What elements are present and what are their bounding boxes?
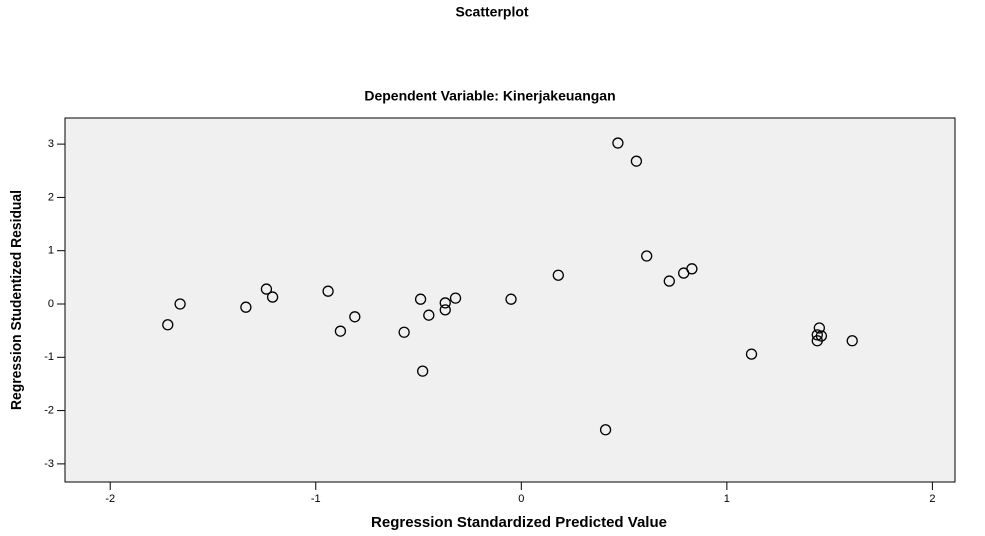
chart-title: Scatterplot	[455, 4, 528, 20]
y-tick-label: 1	[48, 245, 54, 257]
point	[423, 309, 435, 321]
point	[334, 325, 347, 337]
y-tick-label: -1	[44, 351, 54, 363]
y-tick-label: 0	[48, 298, 54, 310]
point	[174, 298, 186, 310]
point	[686, 263, 698, 275]
point	[505, 293, 517, 305]
x-axis-label: Regression Standardized Predicted Value	[371, 514, 667, 531]
point	[612, 137, 624, 149]
point	[811, 335, 823, 347]
point	[641, 250, 653, 262]
point	[599, 424, 612, 436]
x-tick-label: 2	[929, 493, 935, 505]
x-tick-label: -2	[105, 493, 115, 505]
point	[439, 297, 451, 309]
point	[349, 311, 361, 323]
point	[663, 275, 675, 287]
y-tick-label: -3	[44, 458, 54, 470]
point	[162, 319, 174, 331]
point	[449, 292, 462, 304]
point	[240, 301, 252, 313]
point	[439, 304, 451, 316]
y-tick-label: 3	[48, 138, 54, 150]
point	[811, 329, 823, 341]
point	[813, 322, 825, 334]
point	[745, 348, 758, 360]
point	[552, 269, 564, 281]
point	[322, 285, 334, 297]
y-tick-label: 2	[48, 191, 54, 203]
y-axis-label: Regression Studentized Residual	[8, 190, 25, 410]
plot-area	[64, 117, 956, 483]
point	[414, 293, 427, 305]
point	[260, 283, 273, 295]
x-tick-label: -1	[311, 493, 321, 505]
point	[630, 155, 643, 167]
point	[266, 291, 279, 303]
point	[398, 326, 410, 338]
chart-subtitle: Dependent Variable: Kinerjakeuangan	[364, 88, 615, 104]
point	[846, 335, 858, 347]
x-tick-label: 0	[518, 493, 524, 505]
y-tick-label: -2	[44, 404, 54, 416]
point	[416, 365, 429, 377]
x-tick-label: 1	[724, 493, 730, 505]
